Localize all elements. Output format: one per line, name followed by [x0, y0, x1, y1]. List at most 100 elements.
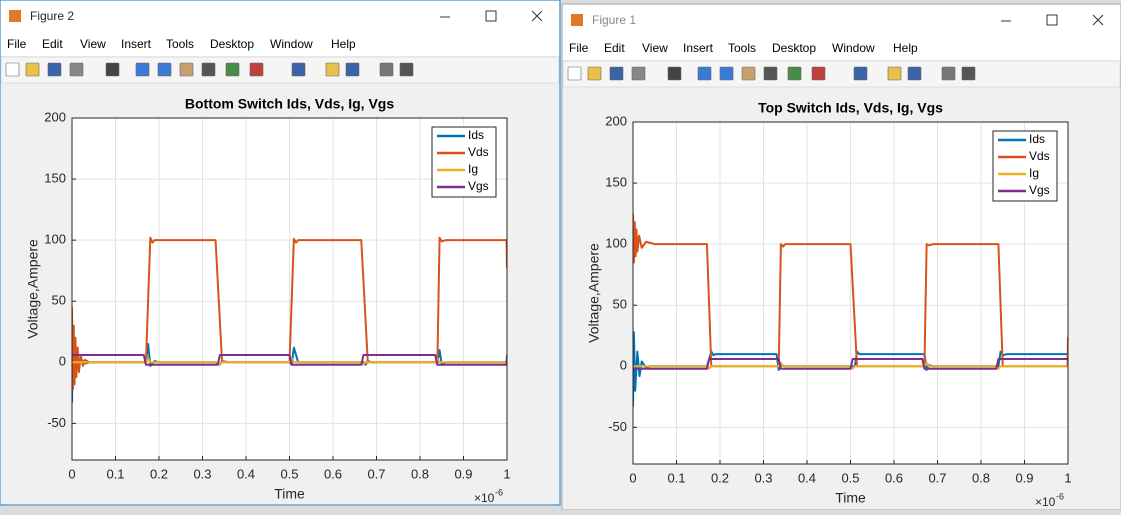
x-tick-label: 0.2 [711, 470, 729, 485]
toolbar-button[interactable] [697, 66, 712, 81]
menu-item[interactable]: Desktop [210, 37, 254, 51]
menu-bar [1, 32, 559, 56]
legend-label: Ig [1029, 166, 1039, 180]
axes-box [71, 117, 508, 461]
x-tick-label: 0.3 [754, 470, 772, 485]
x-exponent-power: -6 [495, 487, 503, 497]
x-tick-label: 1 [503, 466, 510, 481]
menu-item[interactable]: File [569, 41, 589, 55]
menu-item[interactable]: Help [331, 37, 356, 51]
toolbar-button[interactable] [763, 66, 778, 81]
y-tick-label: 0 [620, 358, 627, 373]
title-bar [1, 1, 559, 32]
toolbar-button[interactable] [811, 66, 826, 81]
toolbar-button[interactable] [201, 62, 216, 77]
y-tick-label: 50 [52, 293, 66, 308]
legend-label: Ids [1029, 132, 1045, 146]
x-tick-label: 0.4 [798, 470, 816, 485]
axes-box [632, 121, 1069, 465]
menu-bar [563, 36, 1120, 60]
x-tick-label: 0.9 [1015, 470, 1033, 485]
chart: Bottom Switch Ids, Vds, Ig, Vgs-50050100… [25, 96, 511, 505]
toolbar-button[interactable] [941, 66, 956, 81]
toolbar-button[interactable] [47, 62, 62, 77]
menu-item[interactable]: Window [832, 41, 875, 55]
chart-title: Bottom Switch Ids, Vds, Ig, Vgs [185, 96, 394, 112]
close-button[interactable] [1092, 14, 1104, 26]
menu-item[interactable]: Insert [121, 37, 152, 51]
toolbar-button[interactable] [567, 66, 582, 81]
x-tick-label: 0 [629, 470, 636, 485]
menu-item[interactable]: View [80, 37, 106, 51]
legend-label: Vgs [468, 179, 489, 193]
y-tick-label: -50 [608, 419, 627, 434]
menu-item[interactable]: Edit [604, 41, 625, 55]
toolbar-button[interactable] [907, 66, 922, 81]
toolbar-button[interactable] [225, 62, 240, 77]
maximize-button[interactable] [485, 10, 497, 22]
y-tick-label: 50 [613, 297, 627, 312]
series-line [72, 353, 507, 366]
toolbar-button[interactable] [325, 62, 340, 77]
toolbar-button[interactable] [587, 66, 602, 81]
toolbar-button[interactable] [399, 62, 414, 77]
legend-label: Ids [468, 128, 484, 142]
toolbar-button[interactable] [631, 66, 646, 81]
window-icon [9, 10, 21, 22]
menu-item[interactable]: Desktop [772, 41, 816, 55]
x-tick-label: 0.9 [454, 466, 472, 481]
toolbar-button[interactable] [345, 62, 360, 77]
chart: Top Switch Ids, Vds, Ig, Vgs -50 0 50 100 150… [586, 100, 1072, 509]
x-tick-label: 0.6 [324, 466, 342, 481]
menu-item[interactable]: View [642, 41, 668, 55]
x-tick-label: 0.8 [411, 466, 429, 481]
toolbar-button[interactable] [887, 66, 902, 81]
x-tick-label: 0.3 [193, 466, 211, 481]
toolbar-button[interactable] [157, 62, 172, 77]
close-button[interactable] [531, 10, 543, 22]
x-tick-label: 0.5 [280, 466, 298, 481]
toolbar-button[interactable] [379, 62, 394, 77]
x-tick-label: 1 [1064, 470, 1071, 485]
legend-box [431, 126, 497, 198]
menu-item[interactable]: Help [893, 41, 918, 55]
toolbar-button[interactable] [787, 66, 802, 81]
menu-item[interactable]: Edit [42, 37, 63, 51]
y-tick-label: -50 [47, 415, 66, 430]
toolbar-button[interactable] [741, 66, 756, 81]
toolbar-button[interactable] [667, 66, 682, 81]
toolbar-button[interactable] [25, 62, 40, 77]
menu-item[interactable]: File [7, 37, 27, 51]
x-tick-label: 0.8 [972, 470, 990, 485]
toolbar-button[interactable] [609, 66, 624, 81]
maximize-button[interactable] [1046, 14, 1058, 26]
toolbar-button[interactable] [135, 62, 150, 77]
toolbar-button[interactable] [179, 62, 194, 77]
legend-label: Vds [468, 145, 489, 159]
window-title: Figure 2 [30, 9, 74, 23]
menu-item[interactable]: Window [270, 37, 313, 51]
toolbar-button[interactable] [249, 62, 264, 77]
toolbar-button[interactable] [961, 66, 976, 81]
x-tick-label: 0.1 [106, 466, 124, 481]
menu-item[interactable]: Tools [728, 41, 756, 55]
y-tick-label: 100 [44, 232, 66, 247]
series-line [633, 357, 1068, 370]
toolbar-button[interactable] [69, 62, 84, 77]
series-line [633, 213, 1068, 368]
chart-title: Top Switch Ids, Vds, Ig, Vgs [758, 100, 943, 116]
toolbar-button[interactable] [291, 62, 306, 77]
toolbar-button[interactable] [5, 62, 20, 77]
legend-label: Vgs [1029, 183, 1050, 197]
menu-item[interactable]: Tools [166, 37, 194, 51]
toolbar [562, 60, 1121, 88]
menu-item[interactable]: Insert [683, 41, 714, 55]
x-axis-label: Time [835, 490, 866, 506]
toolbar-button[interactable] [719, 66, 734, 81]
legend-label: Vds [1029, 149, 1050, 163]
x-tick-label: 0.5 [841, 470, 859, 485]
toolbar-button[interactable] [105, 62, 120, 77]
toolbar-button[interactable] [853, 66, 868, 81]
